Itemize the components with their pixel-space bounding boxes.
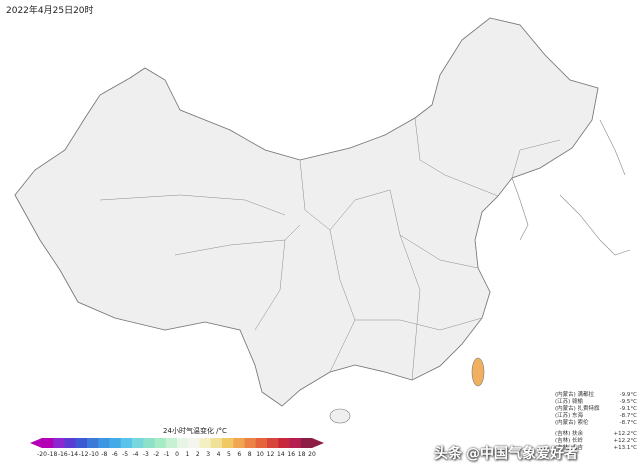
legend-swatch bbox=[300, 438, 313, 448]
cooling-row: (江苏) 赣榆 -9.5°C bbox=[555, 399, 637, 406]
warming-station: (吉林) 长岭 bbox=[555, 438, 584, 444]
cooling-value: -9.1°C bbox=[619, 406, 637, 412]
legend-tick-label: -6 bbox=[111, 451, 118, 458]
legend-tick-label: -5 bbox=[122, 451, 129, 458]
legend-tick-label: 20 bbox=[308, 451, 316, 458]
province-boundaries bbox=[99, 117, 561, 381]
legend-tick-label: -14 bbox=[68, 451, 79, 458]
legend-swatch bbox=[109, 438, 122, 448]
legend-tick-label: -1 bbox=[163, 451, 170, 458]
legend-swatch bbox=[233, 438, 245, 448]
legend-swatch bbox=[188, 438, 200, 448]
legend-tick-label: -3 bbox=[142, 451, 149, 458]
map-timestamp: 2022年4月25日20时 bbox=[6, 6, 94, 16]
legend-tick-label: 14 bbox=[277, 451, 285, 458]
cooling-value: -8.7°C bbox=[619, 413, 637, 419]
legend-swatch bbox=[64, 438, 77, 448]
cooling-station: (内蒙古) 索伦 bbox=[555, 420, 589, 426]
legend-tick-label: 8 bbox=[247, 451, 252, 458]
legend-swatch bbox=[98, 438, 110, 448]
legend-swatch bbox=[244, 438, 257, 448]
legend-tick-label: 3 bbox=[206, 451, 211, 458]
legend-tick-label: 5 bbox=[227, 451, 231, 458]
legend-ticks: -20 -18 -16 -14 -12 -10 -8 -6 -5 -4 -3 -2 -1 0 1 2 3 4 5 6 8… bbox=[37, 451, 316, 460]
legend-tick-label: 10 bbox=[256, 451, 264, 458]
legend-title: 24小时气温变化 /°C bbox=[163, 427, 227, 435]
legend-tick-label: 4 bbox=[216, 451, 221, 458]
warming-row: (吉林) 长岭 +12.2°C bbox=[555, 438, 637, 445]
legend-swatch bbox=[199, 438, 212, 448]
legend-swatch bbox=[120, 438, 133, 448]
legend-tick-label: -10 bbox=[89, 451, 99, 458]
cooling-station: (江苏) 东海 bbox=[555, 413, 584, 419]
legend-swatch bbox=[222, 438, 234, 448]
legend-swatch bbox=[165, 438, 178, 448]
cooling-value: -9.5°C bbox=[619, 399, 637, 405]
legend-tick-label: 0 bbox=[175, 451, 179, 458]
warming-value: +12.2°C bbox=[613, 438, 637, 444]
watermark-account: @中国气象爱好者 bbox=[466, 446, 578, 462]
legend-tick-label: -4 bbox=[132, 451, 139, 458]
legend-arrow-left bbox=[30, 438, 42, 448]
warming-station: (吉林) 永吉 bbox=[555, 445, 584, 451]
legend-swatch bbox=[53, 438, 65, 448]
legend-swatch bbox=[255, 438, 268, 448]
warming-extremes-list: (吉林) 扶余 +12.2°C (吉林) 长岭 +12.2°C (吉林) 永吉 +13.1… bbox=[555, 431, 637, 452]
legend-tick-label: -18 bbox=[47, 451, 58, 458]
legend-swatch bbox=[154, 438, 167, 448]
cooling-station: (江苏) 赣榆 bbox=[555, 399, 584, 405]
legend-swatch bbox=[143, 438, 155, 448]
watermark: 头条 @中国气象爱好者 bbox=[434, 440, 634, 466]
legend-tick-label: 2 bbox=[195, 451, 200, 458]
cooling-station: (内蒙古) 扎赉特旗 bbox=[555, 406, 600, 412]
cooling-row: (内蒙古) 满都拉 -9.9°C bbox=[555, 392, 637, 399]
hainan-island bbox=[329, 408, 351, 424]
legend-swatch bbox=[289, 438, 302, 448]
legend-tick-label: -2 bbox=[153, 451, 160, 458]
cooling-row: (江苏) 东海 -8.7°C bbox=[555, 413, 637, 420]
color-legend-bar bbox=[30, 438, 324, 448]
legend-tick-label: 6 bbox=[237, 451, 242, 458]
cooling-row: (内蒙古) 索伦 -8.7°C bbox=[555, 420, 637, 427]
legend-tick-label: 1 bbox=[185, 451, 190, 458]
legend-swatch bbox=[177, 438, 189, 448]
cooling-station: (内蒙古) 满都拉 bbox=[555, 392, 595, 398]
watermark-platform: 头条 bbox=[434, 446, 462, 462]
legend-swatch bbox=[42, 438, 54, 448]
cooling-value: -9.9°C bbox=[619, 392, 637, 398]
legend-swatch bbox=[87, 438, 99, 448]
warming-row: (吉林) 扶余 +12.2°C bbox=[555, 431, 637, 438]
legend-tick-label: -8 bbox=[101, 451, 108, 458]
legend-swatch bbox=[75, 438, 88, 448]
warming-value: +12.2°C bbox=[613, 431, 637, 437]
taiwan-island bbox=[471, 357, 485, 387]
legend-arrow-right bbox=[312, 438, 324, 448]
warming-row: (吉林) 永吉 +13.1°C bbox=[555, 445, 637, 452]
neighbor-coastlines bbox=[511, 119, 631, 256]
legend-swatch bbox=[267, 438, 279, 448]
legend-tick-label: -20 bbox=[37, 451, 47, 458]
legend-swatch bbox=[132, 438, 144, 448]
warming-station: (吉林) 扶余 bbox=[555, 431, 584, 437]
legend-swatch bbox=[210, 438, 223, 448]
legend-swatch bbox=[278, 438, 290, 448]
legend-tick-label: -16 bbox=[57, 451, 68, 458]
cooling-value: -8.7°C bbox=[619, 420, 637, 426]
legend-tick-label: 18 bbox=[297, 451, 306, 458]
cooling-row: (内蒙古) 扎赉特旗 -9.1°C bbox=[555, 406, 637, 413]
cooling-extremes-list: (内蒙古) 满都拉 -9.9°C (江苏) 赣榆 -9.5°C (内蒙古) 扎赉特旗 -9… bbox=[555, 392, 637, 427]
legend-tick-label: 12 bbox=[266, 451, 275, 458]
legend-tick-label: -12 bbox=[78, 451, 89, 458]
extremes-panel: (内蒙古) 满都拉 -9.9°C (江苏) 赣榆 -9.5°C (内蒙古) 扎赉特旗 -9… bbox=[555, 392, 637, 452]
legend-tick-label: 16 bbox=[287, 451, 296, 458]
warming-value: +13.1°C bbox=[613, 445, 637, 451]
